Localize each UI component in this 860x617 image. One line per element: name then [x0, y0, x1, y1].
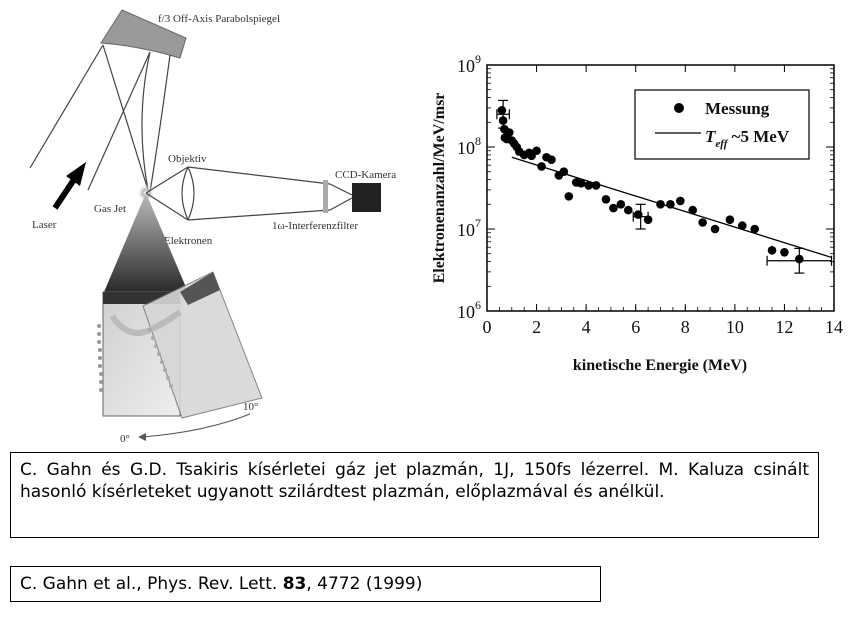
mirror-label: f/3 Off-Axis Parabolspiegel — [158, 13, 280, 25]
y-tick-exp: 7 — [475, 216, 481, 230]
data-point — [532, 146, 541, 156]
data-point — [547, 155, 556, 165]
data-point — [505, 128, 514, 137]
angle-arc — [141, 413, 251, 438]
detector-dots-left — [97, 324, 103, 392]
data-point — [656, 200, 665, 209]
x-tick-label: 10 — [726, 317, 744, 337]
electron-cone — [104, 193, 188, 292]
data-point — [643, 215, 653, 224]
y-tick-label: 107 — [457, 216, 481, 240]
x-tick-label: 14 — [825, 317, 843, 337]
angle-arrow-icon — [138, 433, 146, 441]
y-tick-label: 109 — [457, 52, 481, 76]
data-point — [498, 116, 508, 125]
data-point — [497, 106, 507, 115]
data-point — [584, 181, 593, 190]
reference-volume: 83 — [282, 574, 307, 594]
y-tick-exp: 9 — [475, 52, 481, 66]
data-point — [688, 205, 698, 215]
x-axis-label: kinetische Energie (MeV) — [573, 357, 747, 374]
laser-beam-lines — [29, 44, 171, 193]
setup-diagram: f/3 Off-Axis Parabolspiegel Laser Gas Je… — [29, 9, 396, 445]
legend-fit-subscript: eff — [715, 138, 728, 150]
data-point — [780, 247, 789, 257]
data-point — [601, 195, 611, 204]
y-axis-label: Elektronenanzahl/MeV/msr — [431, 93, 448, 284]
legend-fit: Teff ~5 MeV — [705, 127, 790, 150]
data-point — [623, 205, 633, 215]
laser-label: Laser — [32, 219, 57, 231]
x-tick-label: 4 — [582, 317, 591, 337]
detector-assembly — [102, 271, 263, 419]
data-point — [633, 210, 643, 219]
data-point — [559, 167, 569, 176]
y-tick-label: 106 — [457, 298, 481, 322]
gas-jet-label: Gas Jet — [94, 203, 126, 215]
data-point — [725, 215, 735, 224]
reference-suffix: , 4772 (1999) — [306, 574, 423, 594]
x-tick-label: 0 — [483, 317, 492, 337]
electrons-label: Elektronen — [164, 235, 213, 247]
data-point — [676, 196, 685, 206]
y-tick-base: 10 — [457, 220, 475, 240]
reference-prefix: C. Gahn et al., Phys. Rev. Lett. — [20, 574, 283, 594]
data-point — [537, 162, 546, 171]
laser-arrow-icon — [52, 162, 86, 210]
data-point — [767, 245, 777, 255]
data-point — [616, 200, 626, 209]
data-point — [666, 200, 675, 209]
legend-marker — [674, 103, 684, 113]
legend-box — [634, 89, 810, 160]
data-point — [609, 203, 618, 213]
ccd-camera-icon — [352, 183, 381, 212]
x-tick-label: 6 — [631, 317, 640, 337]
y-tick-label: 108 — [457, 134, 481, 158]
data-point — [564, 192, 574, 201]
parabolic-mirror — [100, 9, 187, 59]
data-point — [710, 224, 720, 234]
x-tick-label: 12 — [775, 317, 793, 337]
reference-box: C. Gahn et al., Phys. Rev. Lett. 83, 477… — [10, 566, 601, 602]
ccd-label: CCD-Kamera — [335, 169, 396, 181]
legend-measurement: Messung — [705, 99, 770, 118]
y-tick-base: 10 — [457, 302, 475, 322]
x-tick-label: 8 — [681, 317, 690, 337]
data-point — [591, 181, 601, 190]
data-point — [576, 179, 586, 188]
legend-fit-rest: ~5 MeV — [727, 127, 789, 146]
caption-text: C. Gahn és G.D. Tsakiris kísérletei gáz … — [20, 460, 809, 502]
y-tick-base: 10 — [457, 138, 475, 158]
filter-label: 1ω-Interferenzfilter — [272, 220, 358, 232]
data-point — [737, 221, 747, 230]
y-tick-exp: 6 — [475, 298, 481, 312]
data-point — [750, 224, 759, 234]
interference-filter — [323, 180, 328, 213]
objective-label: Objektiv — [168, 153, 207, 165]
data-point — [795, 254, 804, 264]
angle-10-label: 10° — [243, 401, 258, 413]
y-tick-base: 10 — [457, 56, 475, 76]
legend-fit-symbol: T — [705, 127, 716, 146]
x-tick-label: 2 — [532, 317, 541, 337]
objective-lens — [145, 166, 353, 221]
angle-0-label: 0° — [120, 433, 130, 445]
data-point — [698, 218, 707, 227]
detector-dots-right — [148, 328, 173, 388]
caption-box: C. Gahn és G.D. Tsakiris kísérletei gáz … — [10, 452, 819, 538]
y-tick-exp: 8 — [475, 134, 481, 148]
